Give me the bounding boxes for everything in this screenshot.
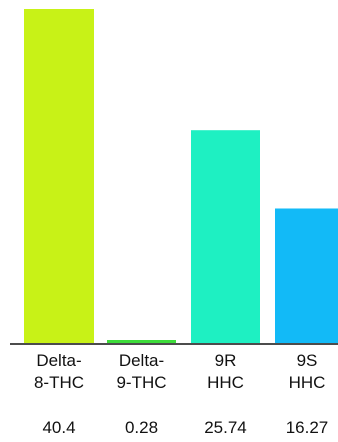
- category-label-2-line-0: 9R: [215, 351, 237, 370]
- category-label-0-line-0: Delta-: [36, 351, 81, 370]
- category-label-1-line-0: Delta-: [119, 351, 164, 370]
- value-label-3: 16.27: [286, 418, 329, 437]
- category-label-1-line-1: 9-THC: [116, 373, 166, 392]
- bars-group: [24, 9, 338, 343]
- bar-2: [191, 130, 260, 343]
- category-label-3-line-0: 9S: [297, 351, 318, 370]
- category-label-3-line-1: HHC: [289, 373, 326, 392]
- bar-0: [24, 9, 94, 343]
- category-labels: Delta- 8-THC Delta- 9-THC 9R HHC 9S HHC: [34, 351, 325, 392]
- category-label-2-line-1: HHC: [207, 373, 244, 392]
- value-label-1: 0.28: [125, 418, 158, 437]
- value-label-0: 40.4: [42, 418, 75, 437]
- value-label-2: 25.74: [204, 418, 247, 437]
- bar-1: [107, 340, 176, 343]
- category-label-0-line-1: 8-THC: [34, 373, 84, 392]
- value-labels: 40.4 0.28 25.74 16.27: [42, 418, 328, 437]
- bar-3: [275, 208, 338, 343]
